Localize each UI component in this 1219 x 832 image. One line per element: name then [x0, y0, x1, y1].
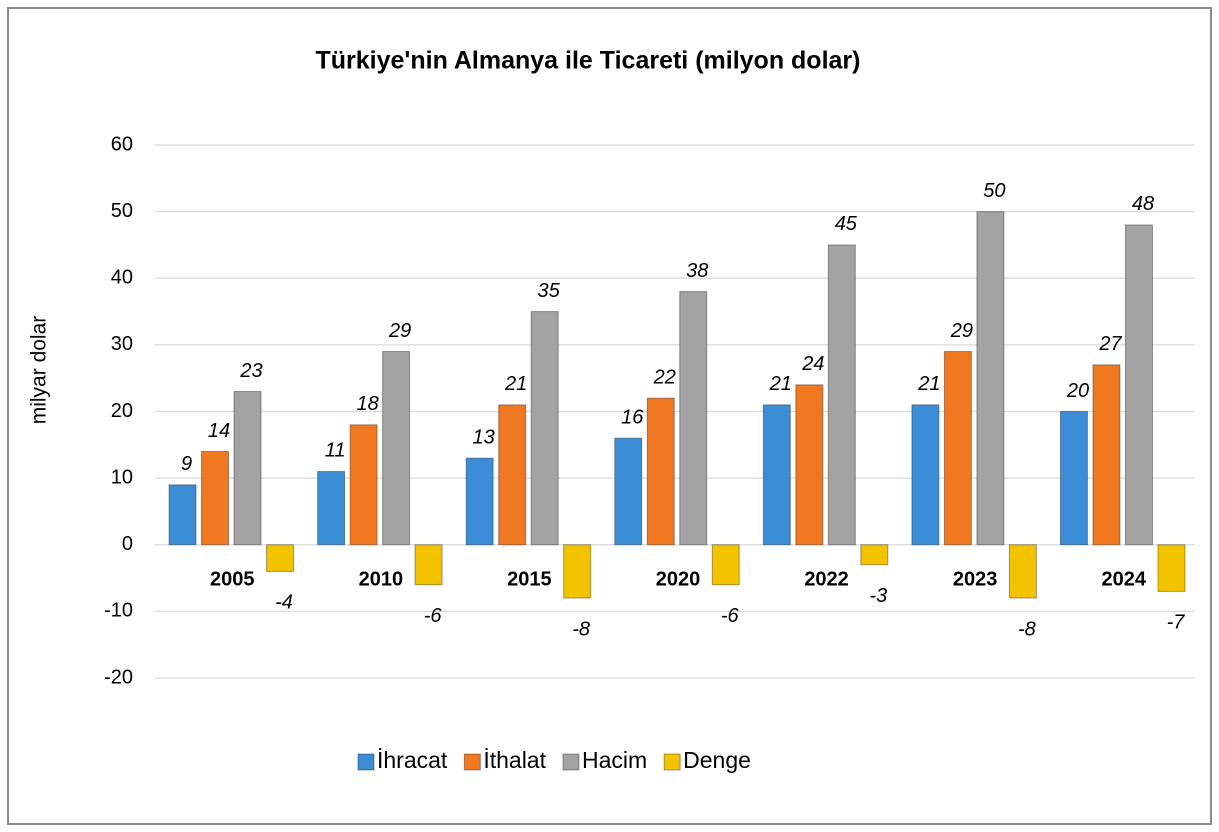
data-label: 48 [1132, 193, 1154, 215]
data-label: 9 [181, 453, 192, 475]
chart-border [7, 7, 1212, 825]
bar [1157, 544, 1186, 592]
bar [911, 404, 940, 546]
y-tick-label: 40 [111, 267, 133, 289]
bar [563, 544, 592, 599]
data-label: 16 [621, 406, 644, 428]
x-tick-label: 2022 [804, 568, 849, 590]
data-label: 14 [208, 420, 230, 442]
data-label: 29 [950, 320, 973, 342]
bar [168, 484, 197, 546]
legend-swatch [463, 753, 481, 771]
bar [711, 544, 740, 586]
legend-swatch [663, 753, 681, 771]
data-label: -4 [275, 592, 293, 614]
data-label: -3 [869, 585, 887, 607]
data-label: 24 [801, 353, 824, 375]
legend-label: Denge [683, 747, 751, 773]
bar [349, 424, 378, 546]
x-tick-label: 2015 [507, 568, 552, 590]
legend-label: İthalat [483, 747, 546, 773]
data-label: 21 [769, 373, 792, 395]
bar [1092, 364, 1121, 546]
data-label: -6 [424, 605, 443, 627]
bar [795, 384, 824, 546]
bar [382, 351, 411, 546]
y-tick-label: 50 [111, 200, 133, 222]
data-label: 23 [239, 360, 262, 382]
data-label: 22 [653, 366, 676, 388]
y-tick-label: 20 [111, 400, 133, 422]
bar [266, 544, 295, 572]
x-tick-label: 2020 [656, 568, 701, 590]
data-label: 45 [835, 213, 858, 235]
y-tick-label: -20 [104, 666, 133, 688]
y-tick-label: 60 [111, 133, 133, 155]
data-label: 29 [388, 320, 411, 342]
data-label: -8 [1018, 618, 1036, 640]
bar [646, 397, 675, 546]
data-label: 21 [504, 373, 527, 395]
data-label: 13 [473, 426, 495, 448]
data-label: 35 [538, 280, 561, 302]
bar [414, 544, 443, 586]
bar [1059, 411, 1088, 546]
chart-title: Türkiye'nin Almanya ile Ticareti (milyon… [316, 47, 861, 75]
legend-swatch [562, 753, 580, 771]
bar [498, 404, 527, 546]
data-label: -6 [721, 605, 740, 627]
y-axis-label: milyar dolar [28, 316, 51, 425]
bar [614, 437, 643, 546]
bar [233, 391, 262, 546]
bar [201, 450, 230, 546]
bar [465, 457, 494, 546]
x-tick-label: 2005 [210, 568, 255, 590]
data-label: 38 [686, 260, 708, 282]
data-label: 50 [983, 180, 1005, 202]
bar [530, 311, 559, 546]
bar [317, 470, 346, 546]
data-label: 11 [325, 440, 346, 462]
data-label: 27 [1098, 333, 1122, 355]
data-label: 18 [356, 393, 378, 415]
bar [943, 351, 972, 546]
legend-swatch [357, 753, 375, 771]
data-label: 21 [917, 373, 940, 395]
y-tick-label: 30 [111, 333, 133, 355]
data-label: 20 [1066, 380, 1089, 402]
bar [976, 211, 1005, 546]
y-tick-label: 10 [111, 466, 133, 488]
y-tick-label: 0 [122, 533, 133, 555]
bar [1124, 224, 1153, 546]
bar [762, 404, 791, 546]
x-tick-label: 2023 [953, 568, 998, 590]
y-tick-label: -10 [104, 600, 133, 622]
data-label: -7 [1167, 612, 1186, 634]
x-tick-label: 2024 [1101, 568, 1146, 590]
bar [679, 291, 708, 546]
bar [860, 544, 889, 566]
data-label: -8 [572, 618, 590, 640]
bar [1008, 544, 1037, 599]
legend-label: Hacim [582, 747, 647, 773]
x-tick-label: 2010 [359, 568, 404, 590]
legend-label: İhracat [377, 747, 448, 773]
bar [827, 244, 856, 546]
